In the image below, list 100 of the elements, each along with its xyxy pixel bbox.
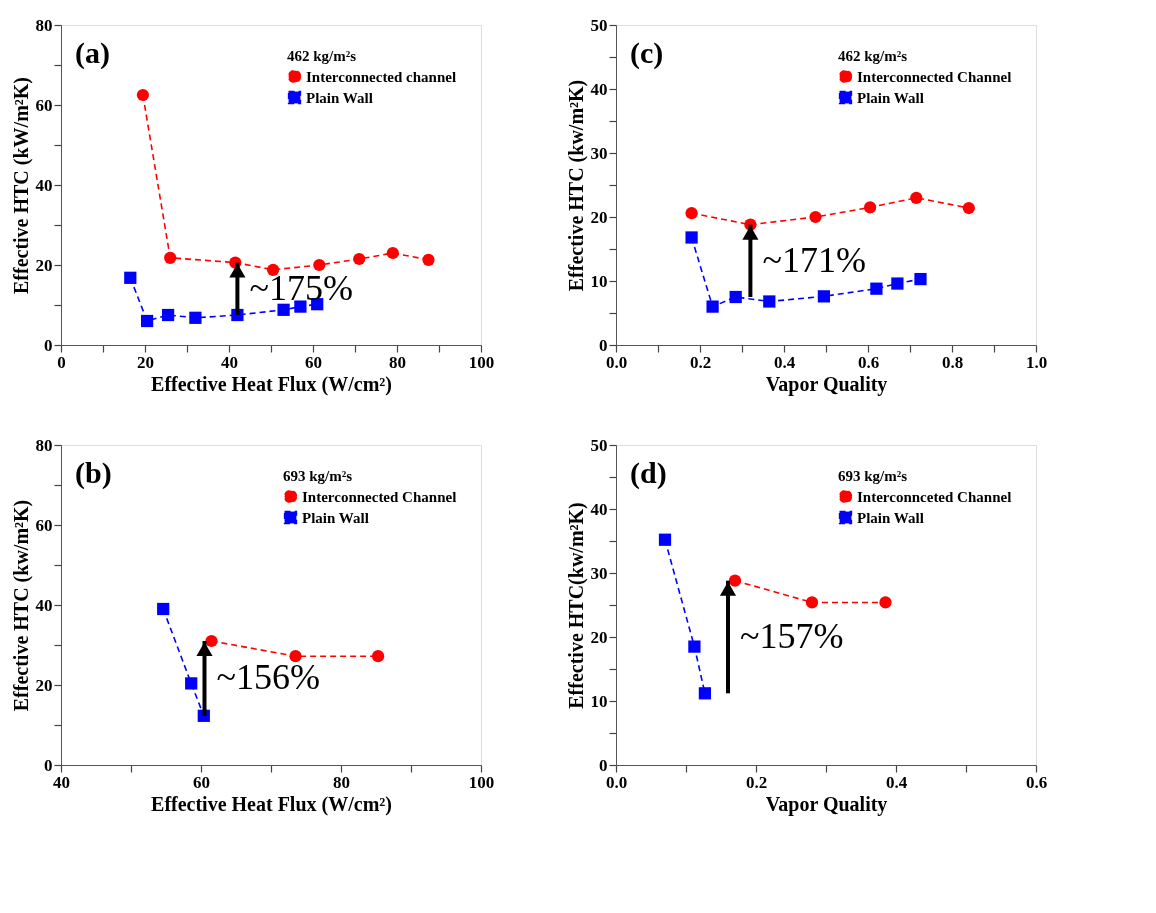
y-tick-label: 10	[590, 271, 608, 291]
y-tick-label: 20	[35, 255, 53, 275]
x-axis-title: Effective Heat Flux (W/cm²)	[151, 792, 392, 816]
y-tick-label: 50	[590, 435, 608, 455]
x-tick-label: 0.0	[605, 352, 628, 372]
x-tick-label: 80	[333, 772, 350, 792]
legend-title: 462 kg/m²s	[838, 48, 908, 64]
y-tick-label: 30	[590, 143, 608, 163]
legend-label: Plain Wall	[302, 509, 369, 526]
y-tick-label: 50	[590, 15, 608, 35]
x-tick-label: 0.2	[745, 772, 768, 792]
point	[685, 207, 698, 220]
y-tick-label: 60	[35, 95, 53, 115]
y-tick-label: 20	[590, 207, 608, 227]
y-tick-label: 40	[35, 595, 53, 615]
legend-label: Interconnected Channel	[857, 68, 1012, 85]
legend-label: Interconnceted Channel	[857, 488, 1012, 505]
point	[870, 282, 883, 295]
legend-title: 693 kg/m²s	[838, 468, 908, 484]
y-tick-label: 0	[599, 335, 608, 355]
point	[313, 258, 326, 272]
point	[294, 300, 307, 313]
point	[205, 634, 218, 648]
legend-label: Plain Wall	[857, 509, 924, 526]
point	[189, 311, 202, 324]
point	[140, 314, 154, 328]
y-tick-label: 10	[590, 691, 608, 711]
point	[763, 295, 776, 308]
point	[698, 687, 712, 700]
y-tick-label: 60	[35, 515, 53, 535]
y-axis-title: Effective HTC(kw/m²K)	[564, 502, 588, 709]
annotation: ~171%	[762, 239, 866, 280]
annotation: ~175%	[249, 267, 353, 308]
y-axis-title: Effective HTC (kw/m²K)	[9, 499, 33, 712]
y-tick-label: 0	[599, 755, 608, 775]
y-tick-label: 40	[35, 175, 53, 195]
annotation: (b)	[75, 456, 112, 490]
point	[161, 308, 175, 322]
point	[277, 303, 290, 316]
point	[910, 191, 923, 204]
x-axis-title: Effective Heat Flux (W/cm²)	[151, 372, 392, 396]
x-tick-label: 0	[57, 352, 66, 372]
point	[817, 290, 831, 303]
x-tick-label: 60	[193, 772, 210, 792]
x-tick-label: 0.6	[857, 352, 880, 372]
point	[289, 650, 302, 663]
annotation: (c)	[630, 36, 664, 70]
legend-title: 462 kg/m²s	[287, 48, 357, 64]
legend-label: Interconnected Channel	[302, 488, 457, 505]
point	[658, 533, 672, 546]
x-tick-label: 100	[468, 772, 495, 792]
point	[879, 596, 892, 609]
y-tick-label: 0	[44, 755, 53, 775]
point	[124, 271, 137, 284]
annotation: (a)	[75, 36, 110, 70]
point	[891, 277, 904, 290]
x-tick-label: 100	[468, 352, 495, 372]
point	[353, 252, 366, 266]
point	[863, 201, 877, 214]
y-tick-label: 20	[590, 627, 608, 647]
x-tick-label: 0.2	[689, 352, 712, 372]
x-axis-title: Vapor Quality	[765, 372, 888, 396]
x-tick-label: 40	[221, 352, 238, 372]
y-tick-label: 40	[590, 499, 608, 519]
point	[422, 253, 435, 266]
x-tick-label: 0.4	[773, 352, 796, 372]
point	[728, 574, 742, 587]
y-tick-label: 30	[590, 563, 608, 583]
x-axis-title: Vapor Quality	[765, 792, 888, 816]
point	[136, 88, 150, 102]
point	[386, 246, 399, 260]
x-tick-label: 60	[305, 352, 322, 372]
point	[805, 596, 819, 609]
x-tick-label: 0.0	[605, 772, 628, 792]
legend-label: Interconnected channel	[306, 68, 457, 85]
y-tick-label: 80	[35, 435, 53, 455]
point	[914, 272, 927, 286]
y-tick-label: 40	[590, 79, 608, 99]
point	[688, 640, 701, 653]
x-tick-label: 80	[389, 352, 406, 372]
point	[185, 677, 198, 690]
y-tick-label: 80	[35, 15, 53, 35]
annotation: ~157%	[740, 616, 844, 656]
x-tick-label: 0.8	[941, 352, 964, 372]
point	[809, 210, 822, 224]
y-axis-title: Effective HTC (kW/m²K)	[9, 76, 33, 295]
annotation: ~156%	[216, 657, 320, 698]
point	[962, 201, 975, 215]
x-tick-label: 1.0	[1025, 352, 1048, 372]
x-tick-label: 0.6	[1025, 772, 1048, 792]
point	[729, 290, 742, 304]
y-tick-label: 20	[35, 675, 53, 695]
point	[685, 231, 698, 244]
point	[371, 650, 385, 663]
y-tick-label: 0	[44, 335, 53, 355]
point	[157, 602, 170, 616]
point	[266, 263, 280, 276]
point	[706, 300, 719, 313]
legend-title: 693 kg/m²s	[283, 468, 353, 484]
legend-label: Plain Wall	[306, 89, 373, 106]
